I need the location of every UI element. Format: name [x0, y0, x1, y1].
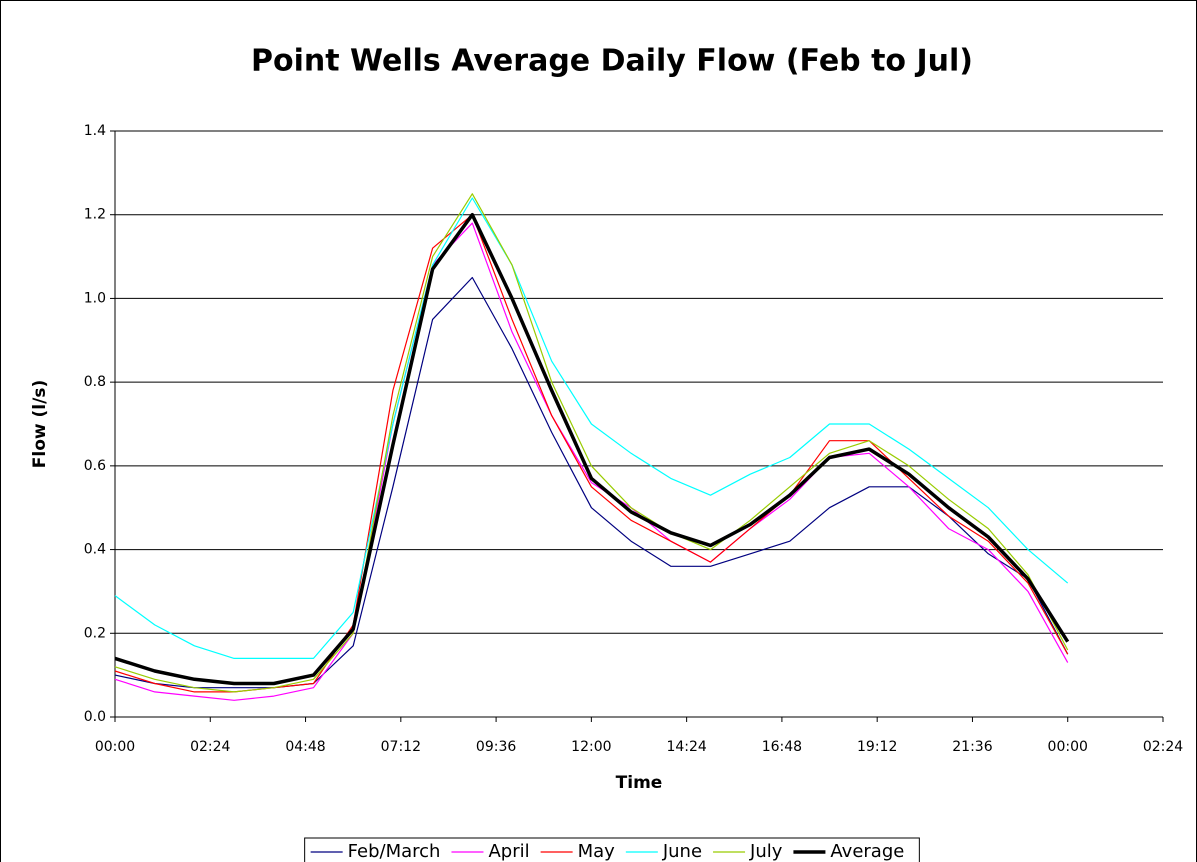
legend: Feb/March April May June July Average — [304, 837, 920, 862]
x-tick-label: 02:24 — [1143, 739, 1183, 755]
series-line — [114, 222, 1069, 701]
y-tick-label: 1.4 — [84, 123, 106, 139]
legend-label: April — [488, 841, 529, 862]
series-line — [114, 193, 1069, 693]
legend-label: July — [749, 841, 783, 862]
x-tick-label: 12:00 — [571, 739, 611, 755]
legend-label: June — [662, 841, 702, 862]
x-tick-label: 21:36 — [952, 739, 992, 755]
x-tick-label: 19:12 — [857, 739, 897, 755]
y-tick-label: 0.8 — [84, 374, 106, 390]
x-tick-label: 00:00 — [95, 739, 135, 755]
y-tick-label: 0.2 — [84, 625, 106, 641]
x-tick-label: 09:36 — [476, 739, 516, 755]
x-tick-label: 04:48 — [285, 739, 325, 755]
y-tick-label: 1.0 — [84, 290, 106, 306]
y-tick-label: 0.6 — [84, 458, 106, 474]
chart-title: Point Wells Average Daily Flow (Feb to J… — [251, 44, 973, 79]
y-tick-label: 0.0 — [84, 709, 106, 725]
x-tick-label: 16:48 — [762, 739, 802, 755]
x-axis-title: Time — [616, 773, 663, 793]
x-tick-label: 02:24 — [190, 739, 230, 755]
x-tick-label: 00:00 — [1048, 739, 1088, 755]
y-tick-label: 0.4 — [84, 542, 106, 558]
y-tick-label: 1.2 — [84, 207, 106, 223]
series-line — [114, 212, 1070, 686]
y-axis-title: Flow (l/s) — [30, 380, 50, 468]
series-line — [114, 197, 1069, 660]
legend-label: Feb/March — [348, 841, 441, 862]
legend-label: Average — [830, 841, 904, 862]
x-tick-label: 14:24 — [666, 739, 706, 755]
legend-box — [304, 837, 920, 862]
x-tick-label: 07:12 — [381, 739, 421, 755]
legend-label: May — [578, 841, 616, 862]
